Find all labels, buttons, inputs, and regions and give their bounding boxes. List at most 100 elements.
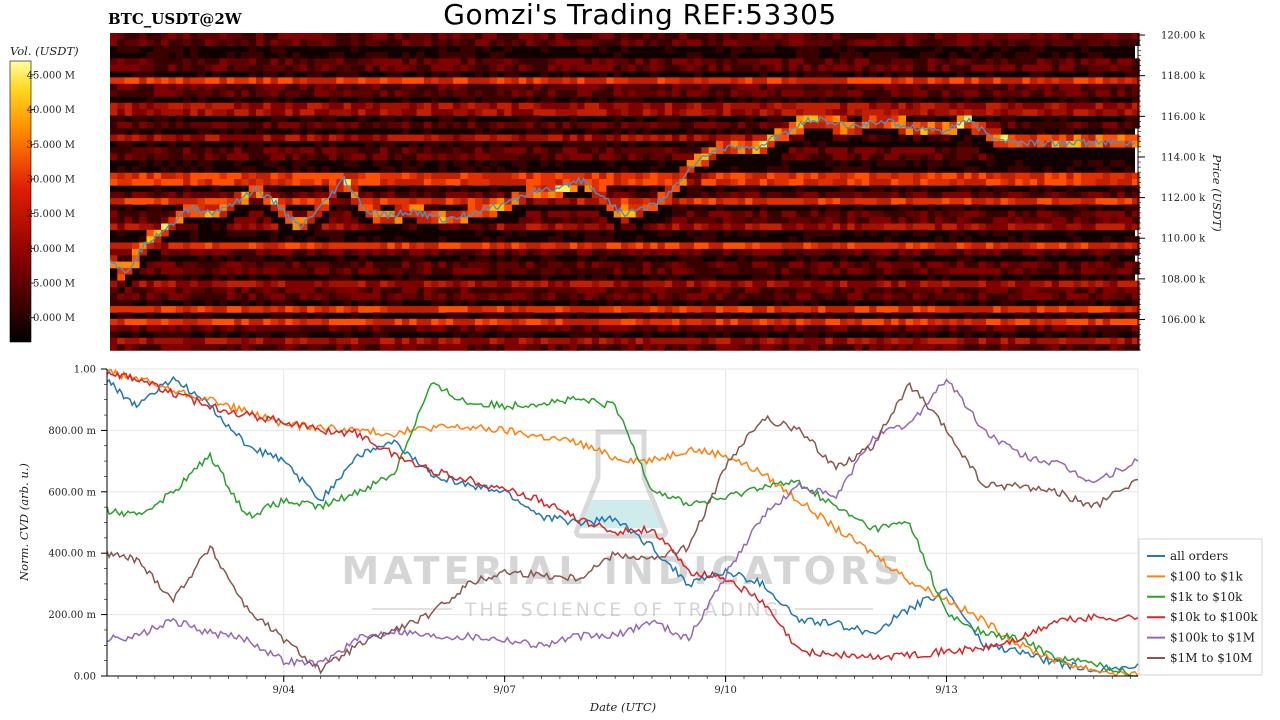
- heatmap-cell: [161, 33, 169, 40]
- heatmap-cell: [460, 83, 469, 91]
- heatmap-cell: [277, 267, 286, 275]
- heatmap-cell: [204, 77, 213, 85]
- heatmap-cell: [270, 90, 279, 97]
- heatmap-cell: [1066, 128, 1074, 135]
- heatmap-cell: [1022, 64, 1031, 72]
- heatmap-cell: [569, 102, 578, 110]
- heatmap-cell: [511, 255, 520, 262]
- heatmap-cell: [467, 293, 476, 300]
- heatmap-cell: [321, 172, 330, 180]
- heatmap-cell: [329, 236, 337, 243]
- heatmap-cell: [307, 172, 315, 180]
- heatmap-cell: [460, 121, 469, 129]
- heatmap-cell: [183, 90, 191, 97]
- heatmap-cell: [248, 77, 257, 85]
- heatmap-cell: [117, 179, 125, 186]
- heatmap-cell: [453, 217, 461, 224]
- heatmap-cell: [861, 210, 870, 218]
- heatmap-cell: [869, 223, 877, 231]
- heatmap-cell: [299, 261, 308, 269]
- heatmap-cell: [336, 147, 344, 154]
- heatmap-cell: [577, 64, 585, 72]
- heatmap-cell: [562, 306, 571, 313]
- heatmap-cell: [1037, 210, 1045, 218]
- heatmap-cell: [869, 172, 877, 180]
- heatmap-cell: [540, 325, 549, 332]
- heatmap-cell: [548, 223, 556, 231]
- heatmap-cell: [847, 185, 855, 193]
- heatmap-cell: [898, 299, 907, 307]
- heatmap-cell: [664, 261, 673, 269]
- heatmap-cell: [840, 64, 848, 72]
- heatmap-cell: [190, 102, 198, 110]
- heatmap-cell: [854, 318, 863, 326]
- heatmap-cell: [394, 198, 403, 205]
- heatmap-cell: [745, 248, 753, 256]
- heatmap-cell: [796, 287, 804, 294]
- heatmap-cell: [810, 274, 819, 281]
- heatmap-cell: [1102, 306, 1111, 313]
- heatmap-cell: [854, 58, 863, 66]
- heatmap-cell: [759, 255, 768, 262]
- heatmap-cell: [285, 134, 293, 142]
- heatmap-cell: [489, 77, 498, 85]
- heatmap-cell: [562, 90, 571, 97]
- heatmap-cell: [241, 217, 250, 224]
- heatmap-cell: [212, 293, 220, 300]
- heatmap-cell: [548, 179, 556, 186]
- heatmap-cell: [964, 267, 972, 275]
- heatmap-cell: [905, 83, 914, 91]
- heatmap-cell: [781, 90, 790, 97]
- heatmap-cell: [212, 77, 220, 85]
- heatmap-cell: [701, 191, 709, 199]
- heatmap-cell: [380, 217, 388, 224]
- heatmap-cell: [329, 185, 337, 193]
- heatmap-cell: [934, 293, 943, 300]
- heatmap-cell: [358, 109, 366, 116]
- heatmap-cell: [1088, 134, 1096, 142]
- heatmap-cell: [613, 140, 622, 148]
- heatmap-cell: [197, 77, 206, 85]
- heatmap-cell: [555, 179, 563, 186]
- heatmap-cell: [1110, 121, 1118, 129]
- heatmap-cell: [584, 223, 593, 231]
- heatmap-cell: [1124, 102, 1133, 110]
- heatmap-cell: [650, 134, 658, 142]
- heatmap-cell: [387, 179, 396, 186]
- heatmap-cell: [299, 325, 308, 332]
- heatmap-cell: [1022, 293, 1031, 300]
- heatmap-cell: [175, 306, 184, 313]
- heatmap-cell: [504, 306, 512, 313]
- heatmap-cell: [1051, 58, 1060, 66]
- heatmap-cell: [584, 96, 593, 104]
- heatmap-cell: [730, 191, 739, 199]
- heatmap-cell: [1117, 172, 1126, 180]
- heatmap-cell: [1117, 109, 1126, 116]
- heatmap-cell: [847, 39, 855, 47]
- heatmap-cell: [810, 109, 819, 116]
- heatmap-cell: [832, 325, 841, 332]
- heatmap-cell: [475, 223, 483, 231]
- heatmap-cell: [774, 191, 782, 199]
- heatmap-cell: [767, 83, 775, 91]
- heatmap-cell: [978, 121, 987, 129]
- heatmap-cell: [518, 90, 527, 97]
- heatmap-cell: [621, 223, 629, 231]
- heatmap-cell: [475, 267, 483, 275]
- heatmap-cell: [701, 160, 709, 167]
- heatmap-cell: [730, 90, 739, 97]
- heatmap-cell: [292, 191, 301, 199]
- heatmap-cell: [956, 147, 965, 154]
- heatmap-cell: [788, 58, 797, 66]
- heatmap-cell: [489, 39, 498, 47]
- heatmap-cell: [621, 293, 629, 300]
- heatmap-cell: [518, 312, 527, 320]
- heatmap-cell: [759, 179, 768, 186]
- heatmap-cell: [358, 33, 366, 40]
- heatmap-cell: [577, 172, 585, 180]
- heatmap-cell: [394, 147, 403, 154]
- heatmap-cell: [438, 242, 447, 250]
- heatmap-cell: [263, 39, 271, 47]
- heatmap-cell: [226, 134, 235, 142]
- heatmap-cell: [475, 198, 483, 205]
